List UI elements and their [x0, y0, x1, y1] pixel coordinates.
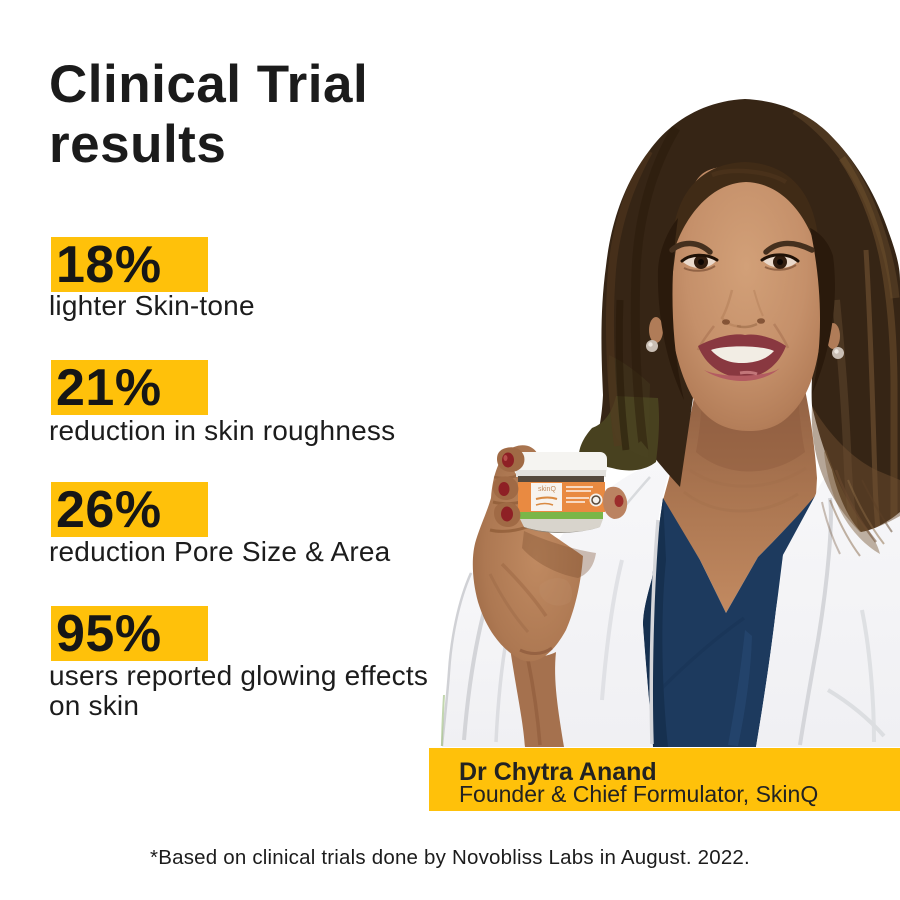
svg-text:skinQ: skinQ: [538, 486, 556, 493]
